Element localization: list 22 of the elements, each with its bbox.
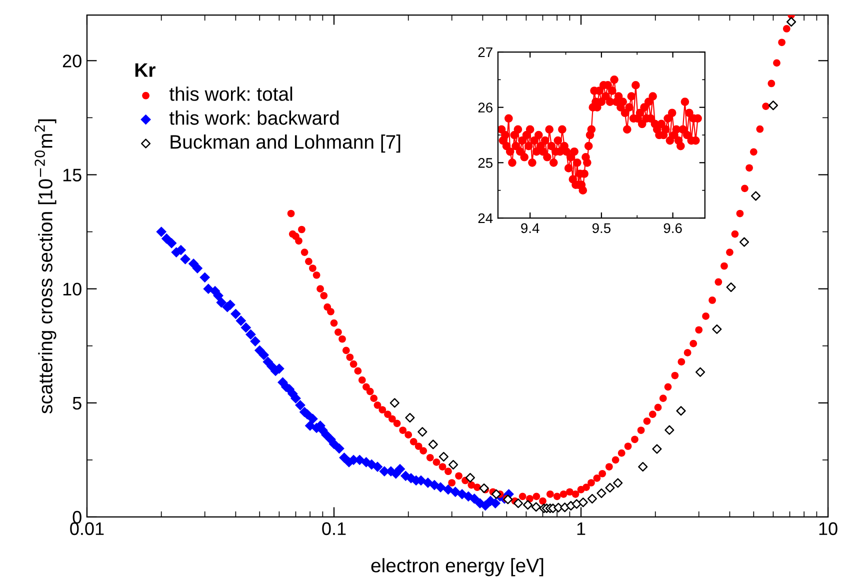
- x-tick-label: 0.1: [322, 522, 346, 536]
- legend-title: Kr: [135, 63, 156, 77]
- y-tick-label: 26: [478, 102, 492, 113]
- x-tick-label: 0.01: [70, 522, 104, 536]
- legend-label: this work: total: [169, 86, 292, 101]
- x-tick-label: 9.4: [521, 223, 540, 234]
- y-tick-label: 15: [63, 168, 82, 182]
- legend-label: this work: backward: [169, 110, 339, 125]
- x-tick-label: 9.6: [664, 223, 682, 234]
- y-axis-title: scattering cross section [10$^{−20}$m$^{2}$]: [34, 119, 56, 414]
- y-tick-label: 10: [63, 282, 82, 296]
- x-tick-label: 9.5: [592, 223, 611, 234]
- x-axis-title: electron energy [eV]: [371, 558, 544, 576]
- x-tick-label: 10: [819, 522, 838, 536]
- legend-label: Buckman and Lohmann [7]: [170, 134, 400, 153]
- y-tick-label: 20: [62, 54, 82, 68]
- y-tick-label: 24: [478, 213, 493, 224]
- x-tick-label: 1: [577, 522, 586, 535]
- y-tick-label: 25: [478, 158, 493, 168]
- y-tick-label: 27: [478, 47, 492, 58]
- y-tick-label: 5: [72, 397, 82, 410]
- y-tick-label: 0: [72, 510, 82, 524]
